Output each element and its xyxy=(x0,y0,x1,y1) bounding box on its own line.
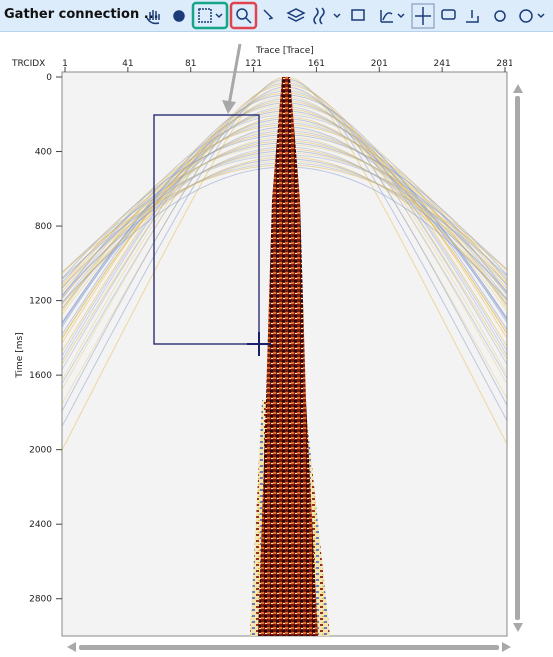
zoom-tool[interactable] xyxy=(236,8,248,20)
settings-tool[interactable] xyxy=(173,10,185,22)
select-tool-highlight[interactable] xyxy=(191,1,229,30)
y-axis-label: Time [ms] xyxy=(15,332,25,378)
zoom-selection xyxy=(153,114,260,345)
x-tick-label: 121 xyxy=(245,59,262,69)
y-tick-label: 1600 xyxy=(29,371,52,381)
pan-tool[interactable] xyxy=(146,10,160,25)
x-axis-label: Trace [Trace] xyxy=(255,46,314,56)
toolbar-icons xyxy=(146,1,545,30)
zoom-tool-highlight[interactable] xyxy=(229,1,258,30)
select-tool[interactable] xyxy=(198,8,212,23)
vertical-scrollbar[interactable] xyxy=(513,84,523,632)
export-tool[interactable] xyxy=(466,10,479,23)
comment-tool[interactable] xyxy=(441,9,456,20)
layers-tool[interactable] xyxy=(286,8,306,22)
callout-arrowhead xyxy=(222,100,236,114)
window-title: Gather connection ... xyxy=(4,7,159,22)
table-tool[interactable] xyxy=(351,9,365,21)
x-tick-label: 241 xyxy=(434,59,451,69)
x-tick-label: 1 xyxy=(62,59,68,69)
y-tick-label: 400 xyxy=(35,148,52,158)
y-tick-label: 2400 xyxy=(29,520,52,530)
axes: TRCIDX Trace [Trace] 1 41 81 121 161 201 241 281 T… xyxy=(11,46,513,605)
x-tick-label: 41 xyxy=(122,59,133,69)
dropdown[interactable] xyxy=(215,13,223,19)
wiggle-tool[interactable] xyxy=(313,7,341,25)
crosshair-tool[interactable] xyxy=(411,3,435,29)
x-tick-label: 201 xyxy=(371,59,388,69)
y-tick-label: 2800 xyxy=(29,595,52,605)
horizontal-scrollbar[interactable] xyxy=(67,642,511,652)
pointer-tool[interactable] xyxy=(263,9,274,20)
seismic-image xyxy=(62,76,507,636)
x-axis-header: TRCIDX xyxy=(11,59,45,69)
y-tick-label: 1200 xyxy=(29,297,52,307)
y-tick-label: 2000 xyxy=(29,446,52,456)
cursor xyxy=(247,332,271,356)
x-tick-label: 161 xyxy=(308,59,325,69)
y-tick-label: 800 xyxy=(35,222,52,232)
seismic-core xyxy=(258,77,318,636)
toolbar: Gather connection ... xyxy=(0,0,553,32)
x-tick-label: 81 xyxy=(185,59,196,69)
compass-tool[interactable] xyxy=(519,9,533,23)
callout-arrow xyxy=(227,43,242,106)
view-tool[interactable] xyxy=(494,10,506,22)
x-tick-label: 281 xyxy=(496,59,513,69)
chart-tool[interactable] xyxy=(380,10,405,23)
y-tick-label: 0 xyxy=(46,73,52,83)
